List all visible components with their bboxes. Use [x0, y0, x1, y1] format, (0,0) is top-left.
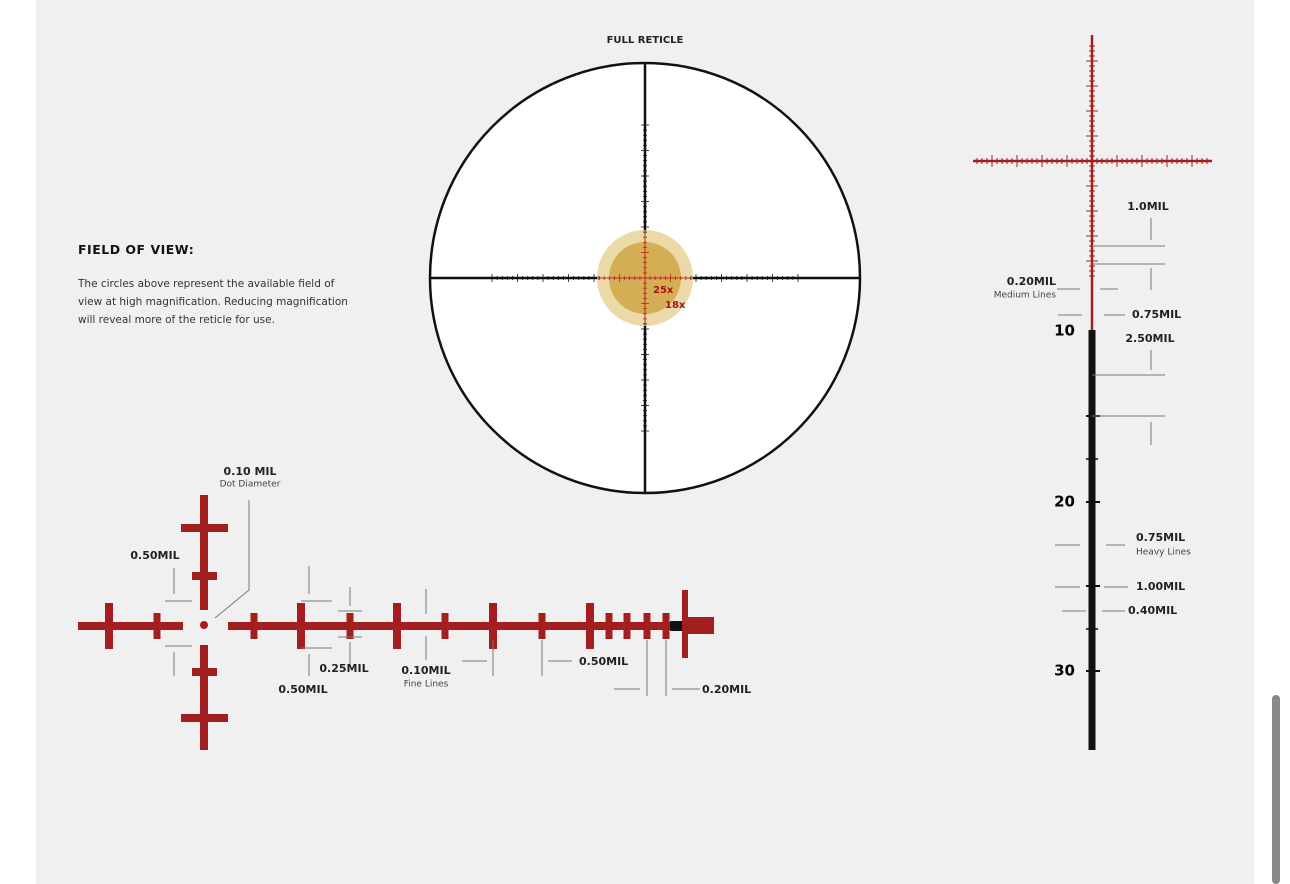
callout: 0.50MIL	[278, 683, 327, 696]
post	[643, 613, 651, 639]
callout: 0.20MIL	[1007, 275, 1056, 288]
callout: 0.20MIL	[702, 683, 751, 696]
post	[393, 603, 401, 649]
post	[105, 603, 113, 649]
callout: 0.75MIL	[1136, 531, 1185, 544]
callout-note: Medium Lines	[994, 291, 1057, 301]
fov-text: The circles above represent the availabl…	[78, 278, 348, 326]
callout: 0.25MIL	[319, 662, 368, 675]
callout: 0.75MIL	[1132, 308, 1181, 321]
post	[346, 613, 354, 639]
post	[623, 613, 631, 639]
post	[153, 613, 161, 639]
callout-note: Dot Diameter	[220, 480, 281, 490]
callout: 0.50MIL	[130, 549, 179, 562]
mag-label: 18x	[665, 300, 686, 311]
post	[297, 603, 305, 649]
callout: 2.50MIL	[1125, 332, 1174, 345]
callout: 0.10 MIL	[223, 465, 276, 478]
vertical-detail: 10 20 30 1.0MIL 0.20MIL Medium Lines 0.7…	[973, 35, 1212, 750]
callout-note: Heavy Lines	[1136, 548, 1191, 558]
fov-title: FIELD OF VIEW:	[78, 242, 195, 257]
scale-label: 20	[1054, 493, 1075, 511]
post	[538, 613, 546, 639]
scrollbar[interactable]	[1272, 695, 1280, 884]
scale-label: 10	[1054, 322, 1075, 340]
post	[662, 613, 670, 639]
full-reticle: 25x 18x	[428, 61, 862, 495]
field-of-view: FIELD OF VIEW: The circles above represe…	[78, 242, 358, 329]
mag-label: 25x	[653, 285, 674, 296]
callout: 1.0MIL	[1127, 200, 1169, 213]
post	[441, 613, 449, 639]
post	[605, 613, 613, 639]
callout: 1.00MIL	[1136, 580, 1185, 593]
callout: 0.50MIL	[579, 655, 628, 668]
callout-note: Fine Lines	[404, 680, 449, 690]
post	[586, 603, 594, 649]
horizontal-detail	[78, 495, 714, 750]
callout: 0.10MIL	[401, 664, 450, 677]
scale-label: 30	[1054, 662, 1075, 680]
post	[489, 603, 497, 649]
post	[250, 613, 258, 639]
title: FULL RETICLE	[607, 35, 684, 46]
callout: 0.40MIL	[1128, 604, 1177, 617]
